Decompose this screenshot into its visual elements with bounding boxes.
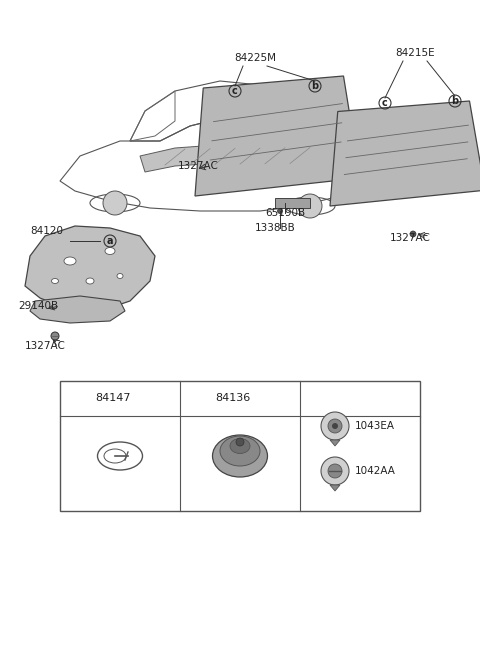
Circle shape <box>332 423 338 429</box>
Circle shape <box>321 412 349 440</box>
Ellipse shape <box>230 438 250 453</box>
Text: c: c <box>382 98 388 108</box>
Circle shape <box>103 191 127 215</box>
FancyBboxPatch shape <box>60 381 420 511</box>
Ellipse shape <box>105 247 115 255</box>
Text: c: c <box>310 393 316 403</box>
Circle shape <box>328 419 342 433</box>
Circle shape <box>328 464 342 478</box>
Circle shape <box>410 231 416 237</box>
Circle shape <box>236 438 244 446</box>
Ellipse shape <box>86 278 94 284</box>
Text: 29140B: 29140B <box>18 301 58 311</box>
Circle shape <box>51 332 59 340</box>
Polygon shape <box>275 198 310 208</box>
Text: 1043EA: 1043EA <box>355 421 395 431</box>
Text: b: b <box>312 81 319 91</box>
Circle shape <box>277 209 283 213</box>
Ellipse shape <box>220 436 260 466</box>
Text: c: c <box>232 86 238 96</box>
Text: 1327AC: 1327AC <box>25 341 66 351</box>
Polygon shape <box>330 101 480 206</box>
Text: 84120: 84120 <box>30 226 63 236</box>
Text: 84136: 84136 <box>215 393 250 403</box>
Ellipse shape <box>51 279 59 283</box>
Text: 1042AA: 1042AA <box>355 466 396 476</box>
Text: 1327AC: 1327AC <box>178 161 219 171</box>
Text: b: b <box>191 393 199 403</box>
Text: 1338BB: 1338BB <box>254 223 295 233</box>
Text: 84215E: 84215E <box>395 48 435 58</box>
Text: a: a <box>71 393 79 403</box>
Polygon shape <box>330 485 340 491</box>
Polygon shape <box>25 226 155 311</box>
Ellipse shape <box>213 435 267 477</box>
Text: 1327AC: 1327AC <box>390 233 431 243</box>
Text: 84147: 84147 <box>95 393 131 403</box>
Ellipse shape <box>64 257 76 265</box>
Circle shape <box>321 457 349 485</box>
Polygon shape <box>30 296 125 323</box>
Text: 84225M: 84225M <box>234 53 276 63</box>
Circle shape <box>298 194 322 218</box>
Text: b: b <box>451 96 458 106</box>
Text: 65190B: 65190B <box>265 208 305 218</box>
Polygon shape <box>140 144 315 172</box>
Polygon shape <box>195 76 360 196</box>
Polygon shape <box>330 440 340 446</box>
Ellipse shape <box>117 274 123 279</box>
Text: a: a <box>107 236 113 246</box>
